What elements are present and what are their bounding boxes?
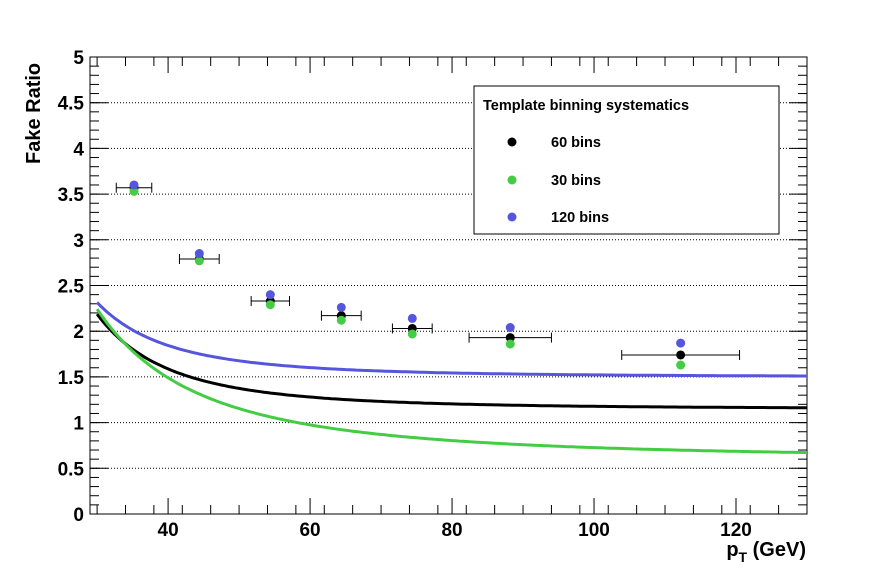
data-point	[505, 333, 515, 343]
fit-curve	[95, 308, 808, 455]
y-tick-label: 1.5	[58, 368, 85, 389]
data-point	[676, 360, 686, 370]
y-tick-label: 0	[73, 505, 84, 526]
y-axis-title: Fake Ratio	[23, 63, 45, 164]
data-markers	[129, 180, 686, 370]
x-tick-label: 80	[441, 520, 462, 541]
data-point	[505, 339, 515, 349]
data-point	[129, 186, 139, 196]
data-point	[407, 329, 417, 339]
y-tick-label: 4	[73, 139, 84, 160]
data-point	[194, 256, 204, 266]
data-point	[265, 290, 275, 300]
data-point	[676, 338, 686, 348]
y-tick-label: 5	[73, 48, 84, 69]
x-tick-labels: 40 60 80 100 120	[158, 520, 752, 541]
data-point	[407, 313, 417, 323]
y-tick-label: 3.5	[58, 185, 85, 206]
x-axis-title: pT (GeV)	[726, 539, 806, 565]
data-point	[336, 315, 346, 325]
x-axis-title-suffix: (GeV)	[747, 539, 806, 561]
y-tick-label: 2.5	[58, 277, 85, 298]
y-tick-label: 2	[73, 322, 84, 343]
legend-box	[473, 85, 780, 235]
x-tick-label: 100	[578, 520, 610, 541]
y-tick-label: 4.5	[58, 94, 85, 115]
data-point	[676, 350, 686, 360]
legend-label: 60 bins	[551, 135, 601, 151]
fit-curves	[95, 301, 808, 455]
data-point	[129, 180, 139, 190]
x-axis-title-main: p	[726, 539, 738, 561]
legend: Template binning systematics 60 bins 30 b…	[473, 85, 780, 235]
x-axis-title-sub: T	[739, 549, 748, 565]
fit-curve	[96, 301, 807, 378]
data-point	[265, 300, 275, 310]
fit-curve	[95, 313, 807, 410]
legend-entries: 60 bins 30 bins 120 bins	[507, 135, 609, 226]
legend-marker	[507, 212, 517, 222]
x-tick-label: 120	[720, 520, 752, 541]
y-tick-label: 0.5	[58, 459, 85, 480]
legend-title: Template binning systematics	[483, 98, 689, 114]
x-tick-label: 40	[158, 520, 179, 541]
legend-label: 120 bins	[551, 210, 609, 226]
data-point	[505, 323, 515, 333]
legend-marker	[507, 137, 517, 147]
major-ticks	[90, 56, 807, 515]
legend-label: 30 bins	[551, 173, 601, 189]
y-tick-label: 1	[73, 414, 84, 435]
data-point	[336, 302, 346, 312]
legend-marker	[507, 175, 517, 185]
y-tick-labels: 0 0.5 1 1.5 2 2.5 3 3.5 4 4.5 5	[58, 48, 85, 526]
x-tick-label: 60	[299, 520, 320, 541]
data-point	[194, 249, 204, 259]
y-tick-label: 3	[73, 231, 84, 252]
